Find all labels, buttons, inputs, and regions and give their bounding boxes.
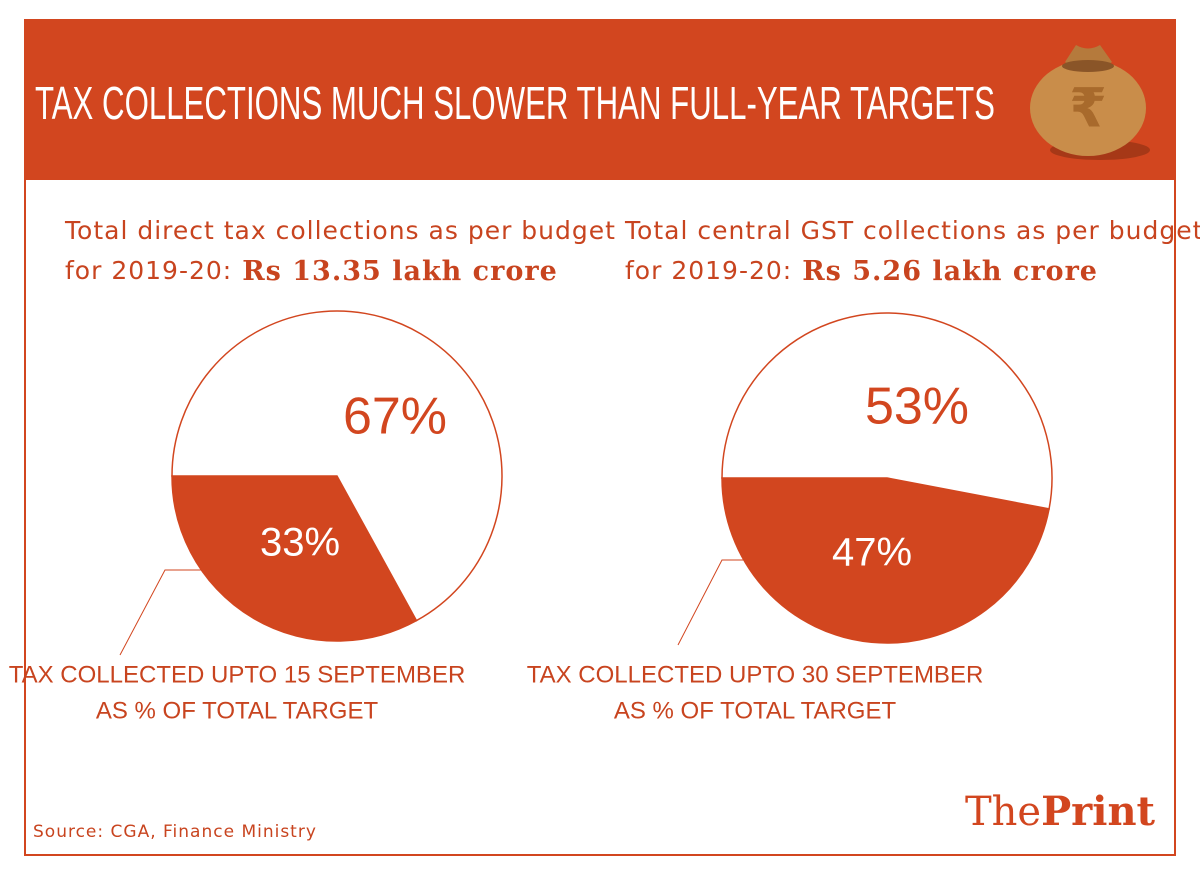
brand: ThePrint	[965, 788, 1156, 835]
leader-line	[119, 569, 225, 656]
brand-light: The	[965, 789, 1041, 835]
annotation: AS % OF TOTAL TARGET	[614, 697, 897, 724]
leader-line	[677, 559, 775, 646]
annotation: TAX COLLECTED UPTO 30 SEPTEMBER	[527, 661, 984, 688]
subtitle-part: for 2019-20:	[625, 256, 792, 285]
value-label: 53%	[865, 378, 969, 436]
pie-slice	[171, 475, 418, 642]
pie-slice	[171, 310, 503, 622]
pie-slice	[721, 312, 1053, 510]
svg-text:₹: ₹	[1069, 77, 1107, 140]
title: TAX COLLECTIONS MUCH SLOWER THAN FULL-YE…	[35, 77, 995, 129]
subtitle: for 2019-20: Rs 13.35 lakh crore	[65, 256, 558, 287]
subtitle: Total central GST collections as per bud…	[624, 216, 1200, 245]
subtitle-amount: Rs 13.35 lakh crore	[242, 256, 558, 287]
brand-bold: Print	[1041, 788, 1155, 835]
source: Source: CGA, Finance Ministry	[33, 822, 317, 842]
value-label: 47%	[832, 531, 912, 575]
value-label: 33%	[260, 521, 340, 565]
subtitle-amount: Rs 5.26 lakh crore	[802, 256, 1098, 287]
annotation: TAX COLLECTED UPTO 15 SEPTEMBER	[9, 661, 466, 688]
value-label: 67%	[343, 388, 447, 446]
money-bag-icon: ₹	[1030, 45, 1150, 160]
annotation: AS % OF TOTAL TARGET	[96, 697, 379, 724]
header-band	[25, 20, 1175, 180]
subtitle: Total direct tax collections as per budg…	[64, 216, 616, 245]
subtitle: for 2019-20: Rs 5.26 lakh crore	[625, 256, 1098, 287]
subtitle-part: for 2019-20:	[65, 256, 232, 285]
pie-slice	[721, 477, 1050, 644]
